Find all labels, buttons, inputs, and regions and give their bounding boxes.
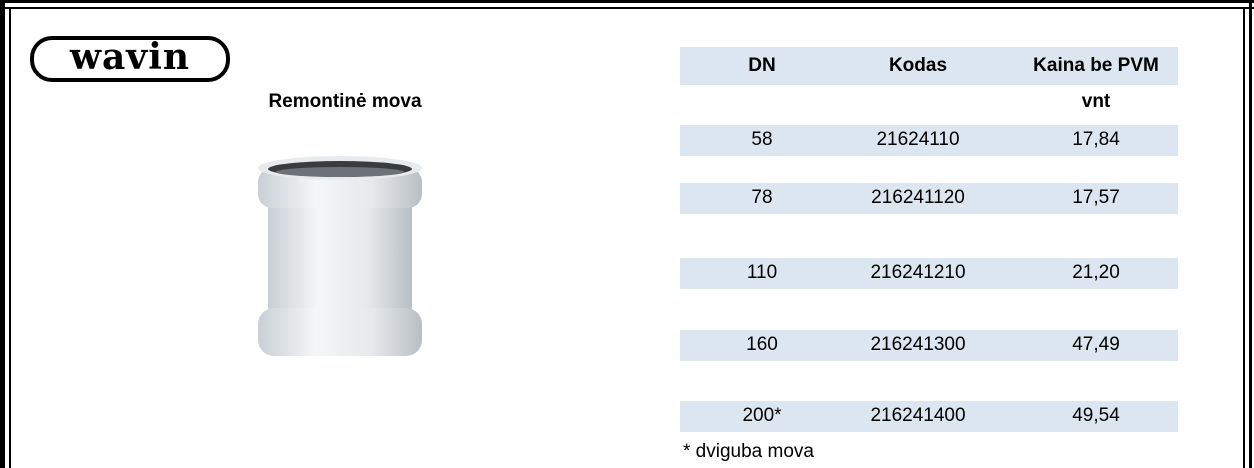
table-cell: 216241120 xyxy=(838,187,998,209)
table-cell: 216241300 xyxy=(838,334,998,356)
border xyxy=(0,0,1254,3)
product-title: Remontinė mova xyxy=(240,91,450,113)
table-cell: 78 xyxy=(682,187,842,209)
border xyxy=(1243,7,1245,468)
table-cell: 17,57 xyxy=(1016,187,1176,209)
page: {"header":{"logo":"wavin","title":"Remon… xyxy=(0,0,1254,468)
border xyxy=(0,0,5,468)
logo: wavin xyxy=(30,36,230,82)
table-cell: 49,54 xyxy=(1016,405,1176,427)
table-cell: 216241210 xyxy=(838,262,998,284)
border xyxy=(0,7,1254,9)
table-cell: 21,20 xyxy=(1016,262,1176,284)
table-cell: 47,49 xyxy=(1016,334,1176,356)
table-cell: 17,84 xyxy=(1016,129,1176,151)
footnote: * dviguba mova xyxy=(683,441,814,463)
column-header: DN xyxy=(682,55,842,77)
border xyxy=(1249,0,1252,468)
table-cell: 110 xyxy=(682,262,842,284)
table-cell: 216241400 xyxy=(838,405,998,427)
table-cell: 58 xyxy=(682,129,842,151)
table-cell: 200* xyxy=(682,405,842,427)
table-cell: 160 xyxy=(682,334,842,356)
column-header: Kodas xyxy=(838,55,998,77)
border xyxy=(9,7,11,468)
column-header: Kaina be PVM xyxy=(1016,55,1176,77)
table-cell: 21624110 xyxy=(838,129,998,151)
product-image xyxy=(250,148,430,378)
unit-label: vnt xyxy=(1016,91,1176,113)
